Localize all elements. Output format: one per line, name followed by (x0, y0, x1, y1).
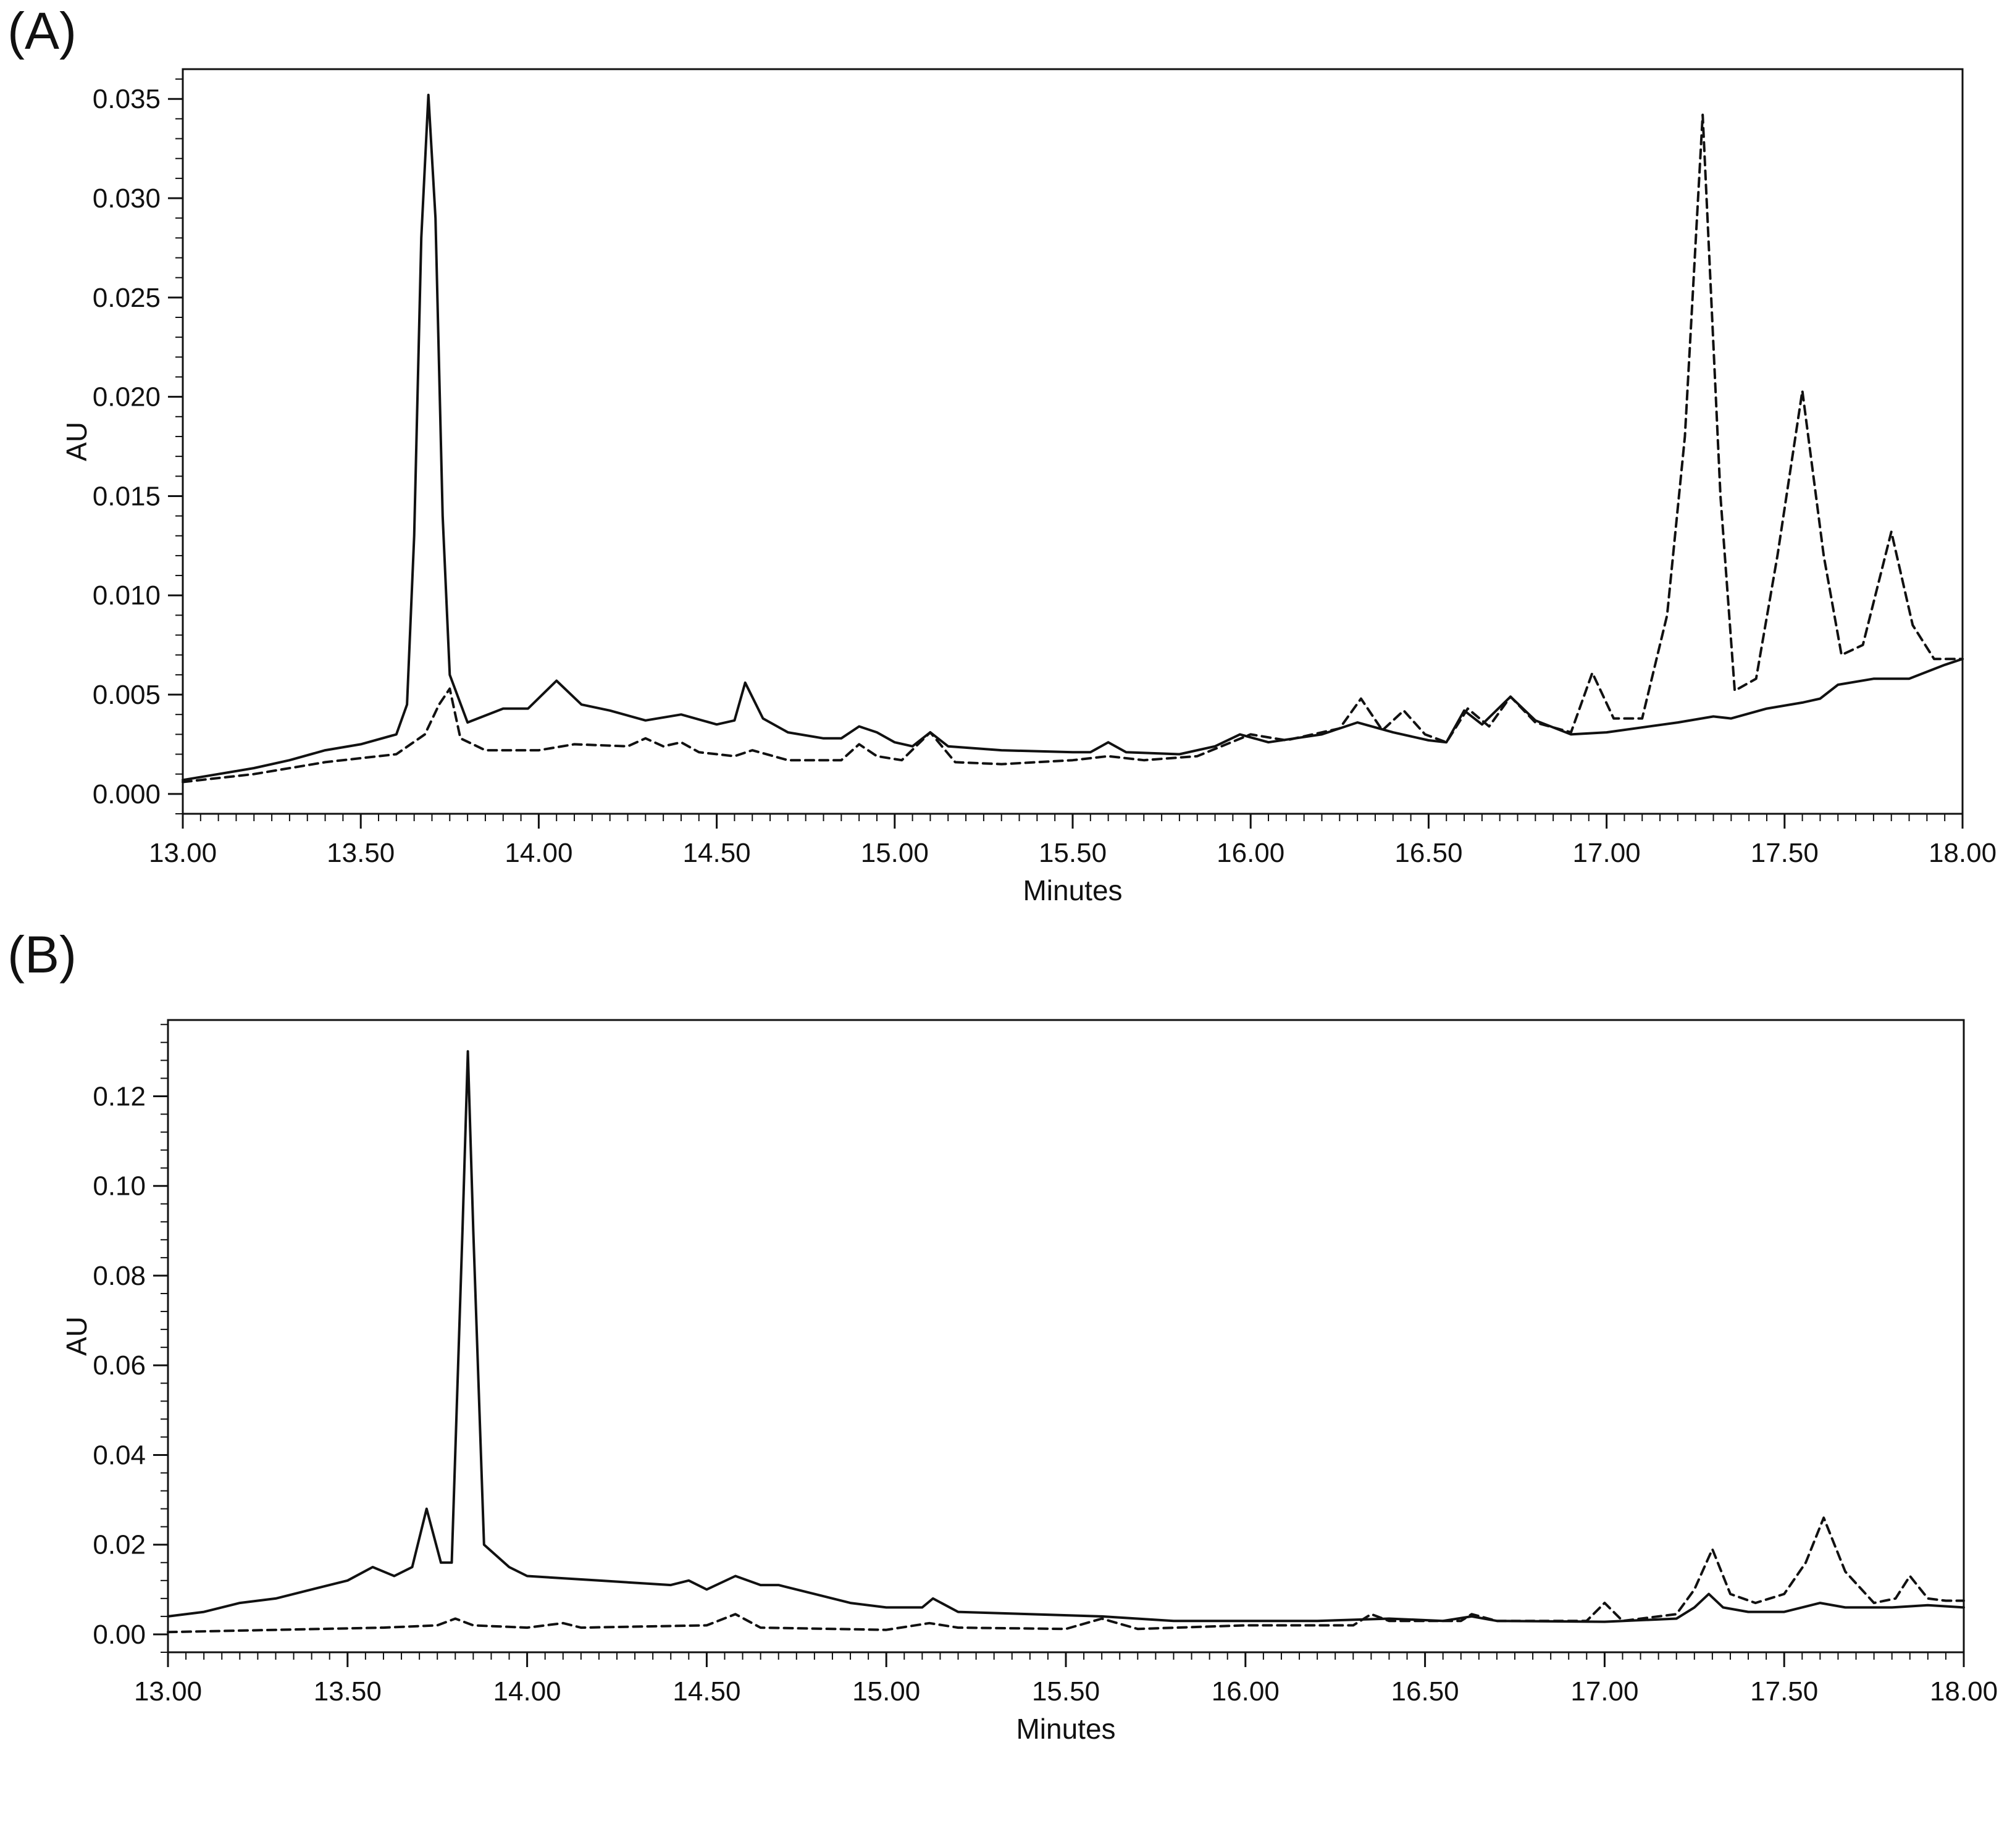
panel-label-a: (A) (7, 2, 77, 60)
chart-a-series-dashed-line (182, 114, 1964, 784)
chart-b-y-tick-label: 0.02 (93, 1530, 146, 1560)
chart-panel-a: (A) 13.00 13.50 14.00 14.50 15.00 15.50 16.00 1… (0, 0, 2007, 914)
chart-a-plot-frame (182, 68, 1964, 815)
chart-a-x-axis-title: Minutes (1023, 874, 1122, 906)
chart-a-x-tick-label: 13.00 (149, 838, 217, 868)
chart-a-svg: 13.00 13.50 14.00 14.50 15.00 15.50 16.00 16.50… (61, 68, 1997, 906)
chart-a-x-tick-label: 17.50 (1751, 838, 1819, 868)
chart-a-y-tick-label: 0.000 (93, 779, 161, 809)
chart-b-y-tick-label: 0.06 (93, 1350, 146, 1381)
chart-a-x-tick-label: 15.00 (861, 838, 929, 868)
chart-a-y-tick-label: 0.010 (93, 580, 161, 611)
chart-a-y-tick-label: 0.035 (93, 84, 161, 114)
chart-b-series-solid-line (167, 1050, 1965, 1623)
chart-b-y-tick-label: 0.12 (93, 1081, 146, 1111)
chart-a-y-tick-label: 0.005 (93, 680, 161, 710)
chart-b-x-tick-label: 13.50 (314, 1676, 382, 1707)
chart-a-series-solid-line (182, 93, 1964, 782)
chart-b-y-tick-label: 0.10 (93, 1171, 146, 1202)
chart-b-y-tick-label: 0.00 (93, 1620, 146, 1650)
chart-b-x-tick-label: 14.50 (672, 1676, 740, 1707)
chart-b-x-tick-label: 17.00 (1570, 1676, 1638, 1707)
chart-panel-b: (B) 13.00 13.50 14.00 14.50 15.00 15.50 16.00 1… (0, 924, 2007, 1848)
panel-label-b: (B) (7, 926, 77, 984)
chart-b-plot-frame (167, 1019, 1965, 1654)
chart-a-x-tick-label: 16.00 (1217, 838, 1284, 868)
chart-a-y-tick-label: 0.015 (93, 481, 161, 511)
chart-a-x-tick-label: 17.00 (1573, 838, 1641, 868)
chart-b-x-tick-label: 13.00 (134, 1676, 202, 1707)
chart-a-x-tick-label: 16.50 (1394, 838, 1462, 868)
chart-a-y-axis-title: AU (61, 422, 93, 461)
chart-a-y-tick-label: 0.020 (93, 382, 161, 412)
chart-b-y-tick-label: 0.08 (93, 1261, 146, 1291)
chart-a-x-tick-label: 14.50 (683, 838, 751, 868)
chart-a-x-tick-label: 13.50 (327, 838, 395, 868)
chart-b-x-tick-label: 16.00 (1212, 1676, 1280, 1707)
chart-a-x-tick-label: 14.00 (505, 838, 572, 868)
chart-b-x-tick-label: 17.50 (1750, 1676, 1818, 1707)
chart-b-x-tick-label: 14.00 (493, 1676, 561, 1707)
chart-a-y-tick-label: 0.025 (93, 283, 161, 313)
chart-b-x-tick-label: 18.00 (1930, 1676, 1998, 1707)
chart-b-x-axis-title: Minutes (1016, 1713, 1115, 1745)
chart-b-svg: 13.00 13.50 14.00 14.50 15.00 15.50 16.00 16.50… (61, 1019, 1998, 1745)
chart-b-x-tick-label: 15.00 (852, 1676, 920, 1707)
chart-b-x-tick-label: 16.50 (1391, 1676, 1459, 1707)
chart-a-x-tick-label: 15.50 (1039, 838, 1107, 868)
chart-a-y-tick-label: 0.030 (93, 183, 161, 214)
chart-b-y-axis-title: AU (61, 1316, 93, 1356)
chart-b-y-tick-label: 0.04 (93, 1440, 146, 1470)
chart-a-x-tick-label: 18.00 (1929, 838, 1997, 868)
chart-b-series-dashed-line (167, 1516, 1965, 1634)
chart-b-x-tick-label: 15.50 (1032, 1676, 1100, 1707)
